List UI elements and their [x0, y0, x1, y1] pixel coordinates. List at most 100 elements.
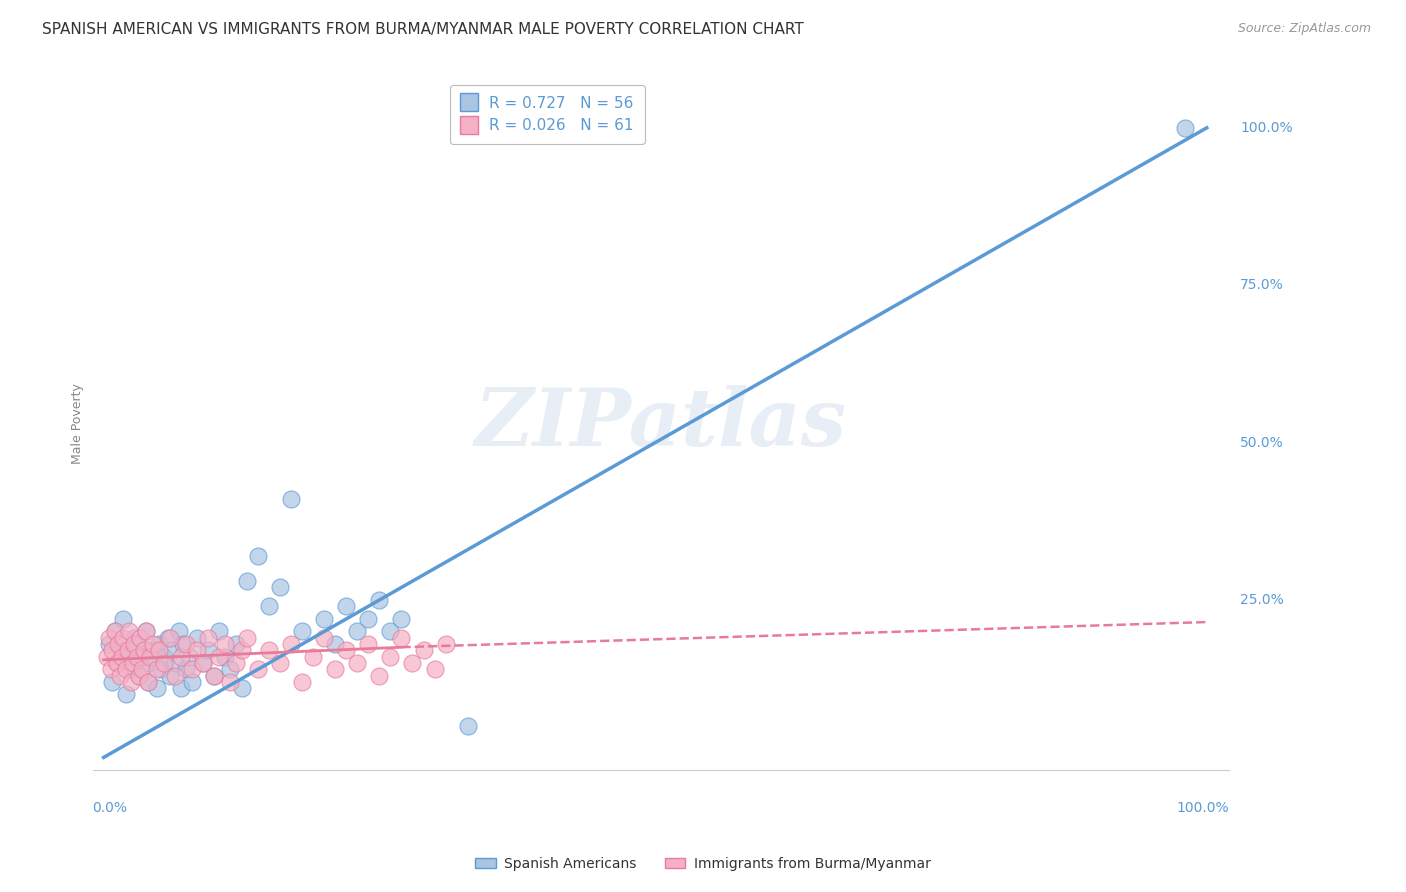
Point	[98, 637, 121, 651]
Point	[225, 637, 247, 651]
Point	[153, 656, 176, 670]
Point	[135, 624, 157, 639]
Point	[257, 643, 280, 657]
Point	[134, 643, 156, 657]
Point	[120, 674, 142, 689]
Point	[159, 668, 181, 682]
Point	[148, 643, 170, 657]
Point	[159, 631, 181, 645]
Point	[269, 581, 291, 595]
Point	[117, 643, 139, 657]
Point	[391, 631, 413, 645]
Point	[380, 649, 402, 664]
Point	[434, 637, 457, 651]
Point	[219, 662, 242, 676]
Y-axis label: Male Poverty: Male Poverty	[72, 384, 84, 464]
Point	[145, 681, 167, 695]
Point	[197, 643, 219, 657]
Point	[314, 631, 336, 645]
Text: 100.0%: 100.0%	[1177, 800, 1229, 814]
Legend: Spanish Americans, Immigrants from Burma/Myanmar: Spanish Americans, Immigrants from Burma…	[470, 851, 936, 876]
Point	[122, 656, 145, 670]
Point	[357, 612, 380, 626]
Point	[96, 649, 118, 664]
Point	[291, 674, 314, 689]
Point	[208, 649, 231, 664]
Point	[247, 549, 270, 563]
Point	[269, 656, 291, 670]
Point	[105, 656, 128, 670]
Point	[125, 649, 148, 664]
Point	[160, 643, 183, 657]
Point	[167, 624, 190, 639]
Point	[457, 719, 479, 733]
Point	[131, 662, 153, 676]
Point	[145, 662, 167, 676]
Point	[391, 612, 413, 626]
Point	[107, 637, 129, 651]
Point	[214, 649, 236, 664]
Point	[112, 631, 135, 645]
Point	[136, 674, 159, 689]
Point	[172, 637, 194, 651]
Text: ZIPatlas: ZIPatlas	[475, 385, 846, 462]
Point	[323, 662, 346, 676]
Point	[108, 668, 131, 682]
Point	[156, 631, 179, 645]
Point	[125, 637, 148, 651]
Point	[202, 668, 225, 682]
Point	[128, 668, 150, 682]
Point	[139, 656, 162, 670]
Point	[118, 624, 141, 639]
Point	[142, 643, 165, 657]
Point	[129, 631, 152, 645]
Point	[153, 649, 176, 664]
Point	[108, 643, 131, 657]
Point	[165, 656, 187, 670]
Point	[135, 624, 157, 639]
Point	[357, 637, 380, 651]
Point	[128, 668, 150, 682]
Point	[335, 643, 357, 657]
Point	[112, 612, 135, 626]
Point	[136, 674, 159, 689]
Point	[114, 688, 136, 702]
Point	[100, 662, 122, 676]
Legend: R = 0.727   N = 56, R = 0.026   N = 61: R = 0.727 N = 56, R = 0.026 N = 61	[450, 85, 644, 145]
Point	[257, 599, 280, 614]
Point	[219, 674, 242, 689]
Point	[236, 631, 259, 645]
Point	[179, 649, 201, 664]
Point	[148, 637, 170, 651]
Point	[101, 674, 124, 689]
Point	[368, 668, 391, 682]
Point	[197, 631, 219, 645]
Point	[165, 668, 187, 682]
Point	[280, 492, 302, 507]
Point	[124, 631, 146, 645]
Point	[247, 662, 270, 676]
Point	[170, 681, 193, 695]
Point	[323, 637, 346, 651]
Point	[111, 649, 134, 664]
Point	[176, 662, 198, 676]
Point	[170, 649, 193, 664]
Point	[412, 643, 434, 657]
Text: 100.0%: 100.0%	[1240, 120, 1292, 135]
Point	[214, 637, 236, 651]
Point	[346, 624, 368, 639]
Point	[280, 637, 302, 651]
Point	[180, 662, 202, 676]
Point	[186, 631, 208, 645]
Point	[236, 574, 259, 588]
Point	[191, 656, 214, 670]
Point	[335, 599, 357, 614]
Point	[225, 656, 247, 670]
Point	[114, 662, 136, 676]
Point	[191, 656, 214, 670]
Point	[139, 649, 162, 664]
Point	[186, 643, 208, 657]
Point	[124, 637, 146, 651]
Point	[105, 656, 128, 670]
Point	[149, 662, 172, 676]
